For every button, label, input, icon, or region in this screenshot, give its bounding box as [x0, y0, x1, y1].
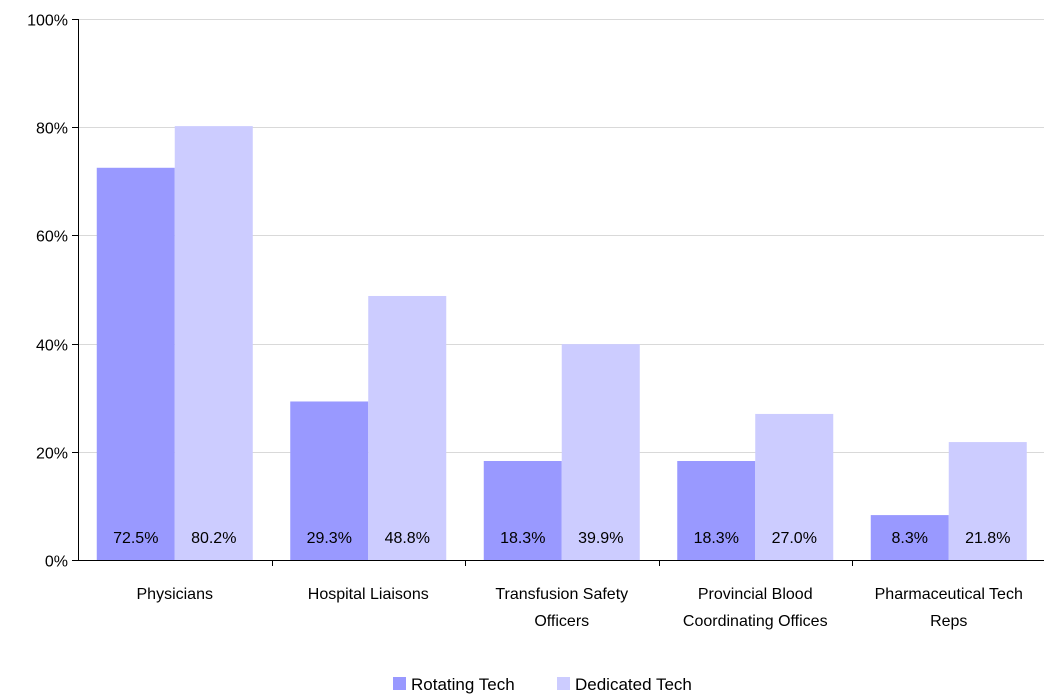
labels: 0% 20% 40% 60% 80% 100% 72.5% 80.2% Physicians 29…	[27, 13, 1023, 631]
y-tick-label: 0%	[45, 554, 68, 571]
data-label: 18.3%	[500, 530, 545, 547]
legend-label: Rotating Tech	[411, 675, 515, 694]
category-label: Physicians	[137, 586, 213, 603]
data-label: 48.8%	[385, 530, 430, 547]
bar-dedicated-tech	[948, 442, 1027, 560]
legend: Rotating Tech Dedicated Tech	[393, 675, 692, 694]
category-label-line: Transfusion Safety	[495, 586, 628, 603]
data-label: 8.3%	[892, 530, 928, 547]
legend-swatch	[557, 677, 570, 690]
data-label: 80.2%	[191, 530, 236, 547]
category-label: Pharmaceutical Tech Reps	[875, 586, 1023, 630]
legend-swatch	[393, 677, 406, 690]
axes	[72, 19, 1044, 566]
y-tick-label: 100%	[27, 13, 68, 30]
data-label: 21.8%	[965, 530, 1010, 547]
bar-rotating-tech	[870, 515, 949, 560]
bar-dedicated-tech	[174, 126, 253, 561]
category-label: Hospital Liaisons	[308, 586, 429, 603]
y-tick-label: 40%	[36, 338, 68, 355]
data-label: 27.0%	[772, 530, 817, 547]
category-label-line: Physicians	[137, 586, 213, 603]
category-label-line: Officers	[534, 613, 589, 630]
data-label: 39.9%	[578, 530, 623, 547]
y-tick-label: 80%	[36, 121, 68, 138]
bar-dedicated-tech	[368, 295, 447, 560]
data-label: 72.5%	[113, 530, 158, 547]
category-label: Provincial Blood Coordinating Offices	[683, 586, 828, 630]
legend-label: Dedicated Tech	[575, 675, 692, 694]
y-tick-label: 20%	[36, 446, 68, 463]
bar-dedicated-tech	[755, 413, 834, 560]
category-label-line: Coordinating Offices	[683, 613, 828, 630]
bar-rotating-tech	[677, 460, 756, 560]
category-label-line: Provincial Blood	[698, 586, 813, 603]
category-label: Transfusion Safety Officers	[495, 586, 628, 630]
data-label: 29.3%	[307, 530, 352, 547]
bar-rotating-tech	[290, 401, 369, 560]
category-label-line: Reps	[930, 613, 967, 630]
bar-rotating-tech	[483, 460, 562, 560]
bars	[96, 126, 1027, 561]
category-label-line: Pharmaceutical Tech	[875, 586, 1023, 603]
category-label-line: Hospital Liaisons	[308, 586, 429, 603]
bar-rotating-tech	[96, 167, 175, 560]
data-label: 18.3%	[694, 530, 739, 547]
y-tick-label: 60%	[36, 229, 68, 246]
bar-dedicated-tech	[561, 344, 640, 560]
